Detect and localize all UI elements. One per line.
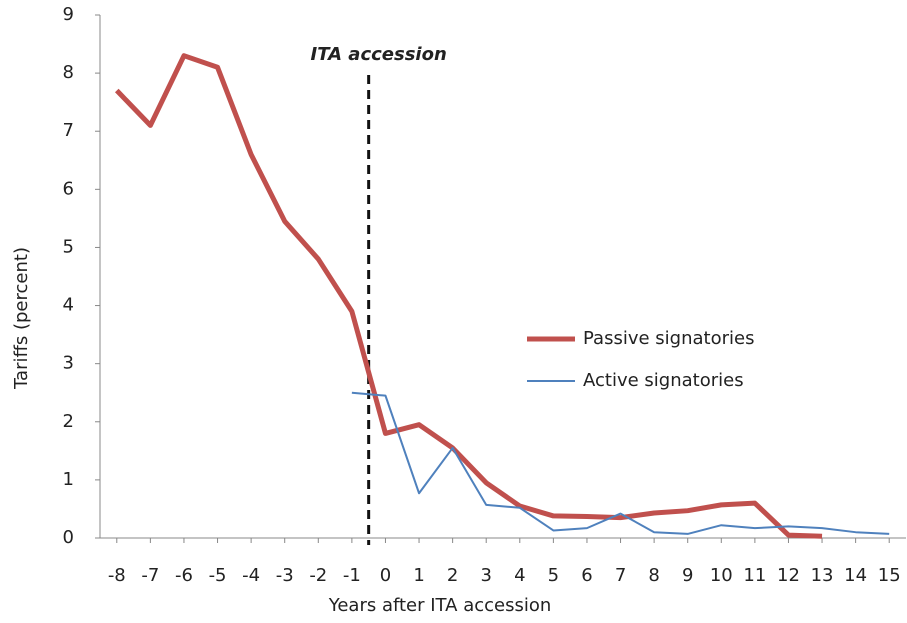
x-tick-label: 11 <box>743 565 766 586</box>
x-tick-label: 13 <box>811 565 834 586</box>
x-tick-label: 3 <box>480 565 491 586</box>
x-tick-label: 9 <box>682 565 693 586</box>
legend-label: Active signatories <box>583 370 744 391</box>
y-tick-label: 8 <box>63 62 74 83</box>
series-line <box>351 391 890 535</box>
x-tick-label: -4 <box>242 565 260 586</box>
y-tick-label: 5 <box>63 236 74 257</box>
y-tick-label: 7 <box>63 120 74 141</box>
annotation: ITA accession <box>311 44 447 65</box>
y-tick-label: 2 <box>63 411 74 432</box>
x-tick-label: -5 <box>209 565 227 586</box>
x-tick-label: -2 <box>309 565 327 586</box>
x-tick-label: 14 <box>844 565 867 586</box>
y-tick-label: 6 <box>63 178 74 199</box>
x-axis-label: Years after ITA accession <box>328 595 552 616</box>
y-tick-label: 0 <box>63 527 74 548</box>
x-tick-label: -3 <box>276 565 294 586</box>
y-tick-label: 1 <box>63 469 74 490</box>
x-tick-label: 1 <box>413 565 424 586</box>
legend-label: Passive signatories <box>583 328 754 349</box>
y-tick-label: 3 <box>63 353 74 374</box>
x-tick-label: 10 <box>710 565 733 586</box>
x-tick-label: 0 <box>380 565 391 586</box>
x-tick-label: -7 <box>141 565 159 586</box>
x-tick-label: 6 <box>581 565 592 586</box>
x-tick-label: 8 <box>648 565 659 586</box>
series-line <box>114 53 823 539</box>
y-tick-label: 9 <box>63 4 74 25</box>
x-tick-label: 15 <box>878 565 901 586</box>
x-tick-label: -1 <box>343 565 361 586</box>
x-tick-label: 2 <box>447 565 458 586</box>
y-tick-label: 4 <box>63 295 74 316</box>
x-tick-label: 5 <box>548 565 559 586</box>
x-tick-label: 4 <box>514 565 525 586</box>
y-axis-label: Tariffs (percent) <box>11 247 32 390</box>
x-tick-label: 7 <box>615 565 626 586</box>
x-tick-label: 12 <box>777 565 800 586</box>
x-tick-label: -8 <box>108 565 126 586</box>
x-tick-label: -6 <box>175 565 193 586</box>
